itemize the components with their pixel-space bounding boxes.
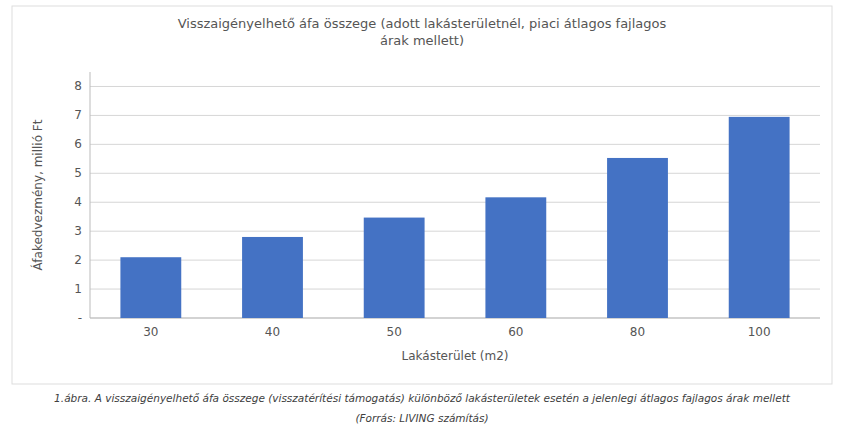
- bars: [120, 117, 789, 318]
- title: Visszaigényelhető áfa összege (adott lak…: [178, 16, 667, 48]
- grid-line: [90, 231, 820, 232]
- y-tick-label: 2: [74, 253, 82, 267]
- grid-line: [90, 260, 820, 261]
- bar: [242, 237, 303, 318]
- title-line: árak mellett): [380, 33, 464, 48]
- caption: (Forrás: LIVING számítás): [355, 412, 488, 424]
- y-tick-label: 4: [74, 195, 82, 209]
- y-tick-label: -: [78, 311, 82, 325]
- grid-line: [90, 86, 820, 87]
- chart: Visszaigényelhető áfa összege (adott lak…: [0, 0, 844, 438]
- y-tick-label: 5: [74, 166, 82, 180]
- bar: [120, 257, 181, 318]
- bar: [729, 117, 790, 318]
- grid-line: [90, 144, 820, 145]
- bar: [607, 158, 668, 318]
- x-tick-label: 30: [143, 325, 158, 339]
- caption: 1.ábra. A visszaigényelhető áfa összege …: [54, 392, 791, 404]
- y-axis: - 1 2 3 4 5 6 7 8: [74, 79, 820, 325]
- x-axis: 30 40 50 60 80 100: [143, 325, 770, 339]
- chart-frame: [12, 6, 832, 384]
- x-tick-label: 40: [265, 325, 280, 339]
- x-tick-label: 50: [387, 325, 402, 339]
- bar: [364, 218, 425, 318]
- y-tick-label: 8: [74, 79, 82, 93]
- x-tick-label: 80: [630, 325, 645, 339]
- y-axis-label: Áfakedvezmény, millió Ft: [30, 119, 45, 270]
- x-axis-line: [90, 318, 820, 319]
- y-axis-line: [90, 72, 91, 318]
- x-tick-label: 60: [508, 325, 523, 339]
- x-tick-label: 100: [748, 325, 771, 339]
- grid-line: [90, 173, 820, 174]
- grid-line: [90, 115, 820, 116]
- bar: [485, 197, 546, 318]
- grid-line: [90, 202, 820, 203]
- y-tick-label: 7: [74, 108, 82, 122]
- y-tick-label: 3: [74, 224, 82, 238]
- x-axis-label: Lakásterület (m2): [402, 349, 509, 363]
- y-tick-label: 6: [74, 137, 82, 151]
- title-line: Visszaigényelhető áfa összege (adott lak…: [178, 16, 667, 31]
- y-tick-label: 1: [74, 282, 82, 296]
- grid-line: [90, 318, 820, 319]
- grid-line: [90, 289, 820, 290]
